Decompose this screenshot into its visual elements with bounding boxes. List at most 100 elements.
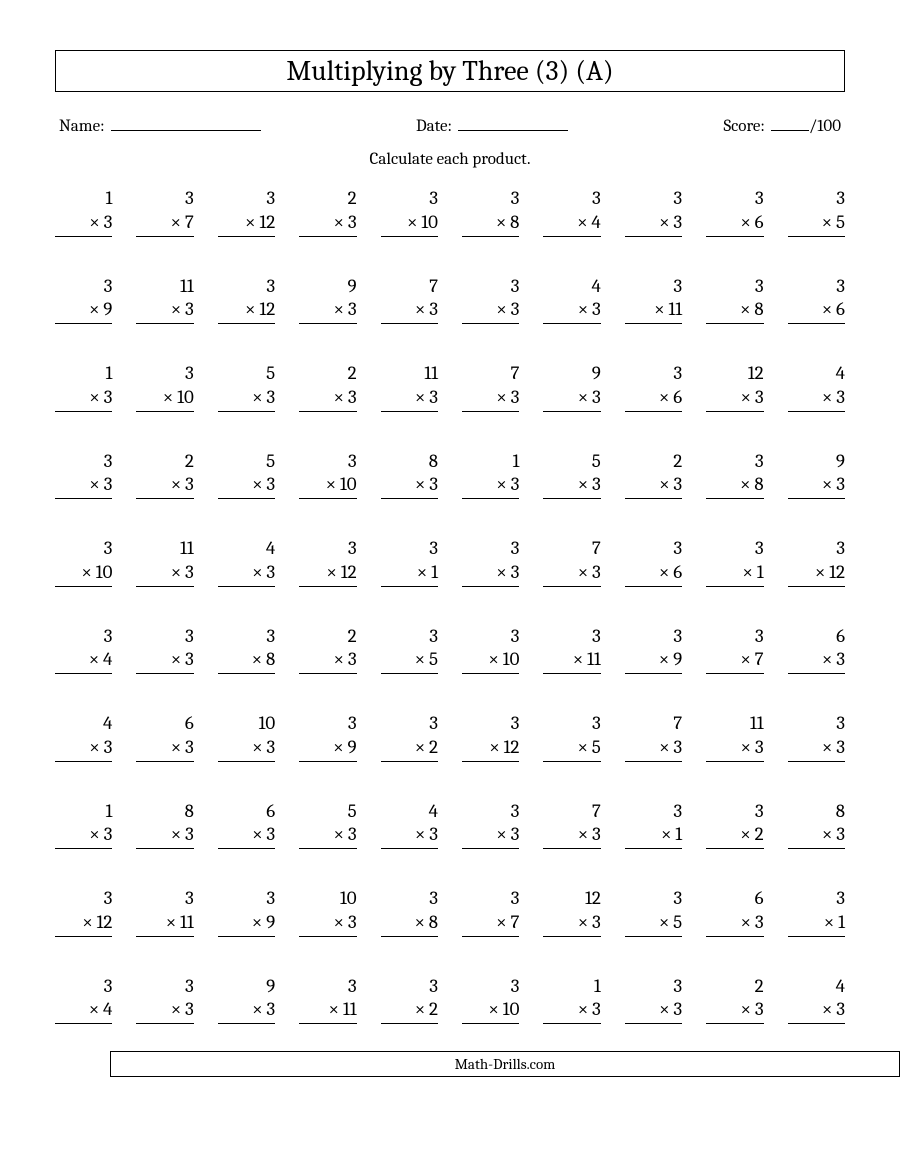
problem: 4× 3 (788, 362, 845, 412)
multiplicand: 3 (55, 275, 112, 299)
multiplier: × 2 (381, 736, 438, 762)
name-blank[interactable] (111, 114, 261, 131)
problem: 3× 10 (462, 625, 519, 675)
multiplicand: 2 (299, 187, 356, 211)
problem: 3× 12 (218, 187, 275, 237)
multiplier: × 3 (543, 473, 600, 499)
multiplicand: 3 (299, 450, 356, 474)
multiplier: × 3 (299, 298, 356, 324)
multiplier: × 6 (788, 298, 845, 324)
problem: 3× 8 (218, 625, 275, 675)
multiplicand: 3 (136, 625, 193, 649)
multiplicand: 3 (218, 275, 275, 299)
problem: 6× 3 (788, 625, 845, 675)
problem: 3× 1 (381, 537, 438, 587)
multiplicand: 3 (299, 975, 356, 999)
multiplicand: 3 (55, 450, 112, 474)
multiplier: × 3 (788, 473, 845, 499)
problem: 3× 5 (543, 712, 600, 762)
problem: 3× 1 (625, 800, 682, 850)
multiplier: × 3 (462, 298, 519, 324)
multiplicand: 3 (706, 625, 763, 649)
multiplicand: 3 (299, 537, 356, 561)
problem: 3× 3 (136, 975, 193, 1025)
problem: 1× 3 (55, 800, 112, 850)
multiplicand: 9 (299, 275, 356, 299)
multiplicand: 3 (462, 625, 519, 649)
multiplicand: 4 (55, 712, 112, 736)
multiplicand: 1 (55, 362, 112, 386)
multiplier: × 7 (706, 648, 763, 674)
multiplicand: 8 (381, 450, 438, 474)
date-label: Date: (416, 117, 452, 136)
multiplier: × 3 (462, 386, 519, 412)
problem: 3× 11 (136, 887, 193, 937)
multiplicand: 11 (381, 362, 438, 386)
multiplier: × 3 (218, 823, 275, 849)
score-blank[interactable] (771, 114, 809, 131)
multiplicand: 5 (218, 450, 275, 474)
multiplier: × 3 (299, 911, 356, 937)
multiplicand: 3 (543, 712, 600, 736)
problem: 6× 3 (218, 800, 275, 850)
multiplier: × 3 (136, 473, 193, 499)
problem: 12× 3 (706, 362, 763, 412)
multiplier: × 10 (136, 386, 193, 412)
problem: 3× 2 (381, 712, 438, 762)
multiplier: × 3 (55, 736, 112, 762)
multiplier: × 1 (788, 911, 845, 937)
problem: 1× 3 (55, 187, 112, 237)
problem: 3× 8 (462, 187, 519, 237)
multiplier: × 3 (136, 298, 193, 324)
problem: 3× 8 (381, 887, 438, 937)
multiplier: × 3 (788, 386, 845, 412)
multiplicand: 2 (625, 450, 682, 474)
multiplicand: 3 (462, 275, 519, 299)
multiplier: × 3 (136, 823, 193, 849)
multiplicand: 3 (788, 712, 845, 736)
date-field: Date: (416, 114, 568, 136)
multiplier: × 3 (625, 998, 682, 1024)
multiplier: × 12 (788, 561, 845, 587)
problem: 3× 11 (625, 275, 682, 325)
multiplier: × 9 (218, 911, 275, 937)
multiplier: × 6 (625, 561, 682, 587)
problem: 4× 3 (543, 275, 600, 325)
problem: 6× 3 (706, 887, 763, 937)
problem: 8× 3 (381, 450, 438, 500)
problem: 7× 3 (462, 362, 519, 412)
multiplier: × 3 (55, 211, 112, 237)
problem: 3× 9 (299, 712, 356, 762)
multiplier: × 3 (706, 736, 763, 762)
multiplier: × 9 (55, 298, 112, 324)
multiplicand: 3 (625, 800, 682, 824)
multiplicand: 3 (788, 537, 845, 561)
instruction-text: Calculate each product. (55, 150, 845, 169)
multiplier: × 11 (136, 911, 193, 937)
problem: 3× 6 (788, 275, 845, 325)
multiplier: × 8 (218, 648, 275, 674)
multiplier: × 3 (788, 648, 845, 674)
problem: 9× 3 (218, 975, 275, 1025)
problem: 8× 3 (136, 800, 193, 850)
problem-grid: 1× 33× 73× 122× 33× 103× 83× 43× 33× 63×… (55, 187, 845, 1024)
multiplier: × 3 (543, 561, 600, 587)
score-total: /100 (809, 117, 841, 136)
score-field: Score: /100 (723, 114, 841, 136)
multiplicand: 1 (462, 450, 519, 474)
multiplicand: 7 (625, 712, 682, 736)
problem: 9× 3 (543, 362, 600, 412)
multiplier: × 3 (218, 473, 275, 499)
multiplier: × 8 (706, 298, 763, 324)
multiplier: × 3 (381, 823, 438, 849)
date-blank[interactable] (458, 114, 568, 131)
multiplier: × 3 (462, 473, 519, 499)
multiplier: × 7 (462, 911, 519, 937)
multiplier: × 3 (788, 823, 845, 849)
multiplicand: 3 (625, 625, 682, 649)
multiplier: × 3 (625, 211, 682, 237)
problem: 3× 5 (625, 887, 682, 937)
problem: 3× 10 (136, 362, 193, 412)
multiplier: × 6 (625, 386, 682, 412)
multiplier: × 12 (218, 211, 275, 237)
